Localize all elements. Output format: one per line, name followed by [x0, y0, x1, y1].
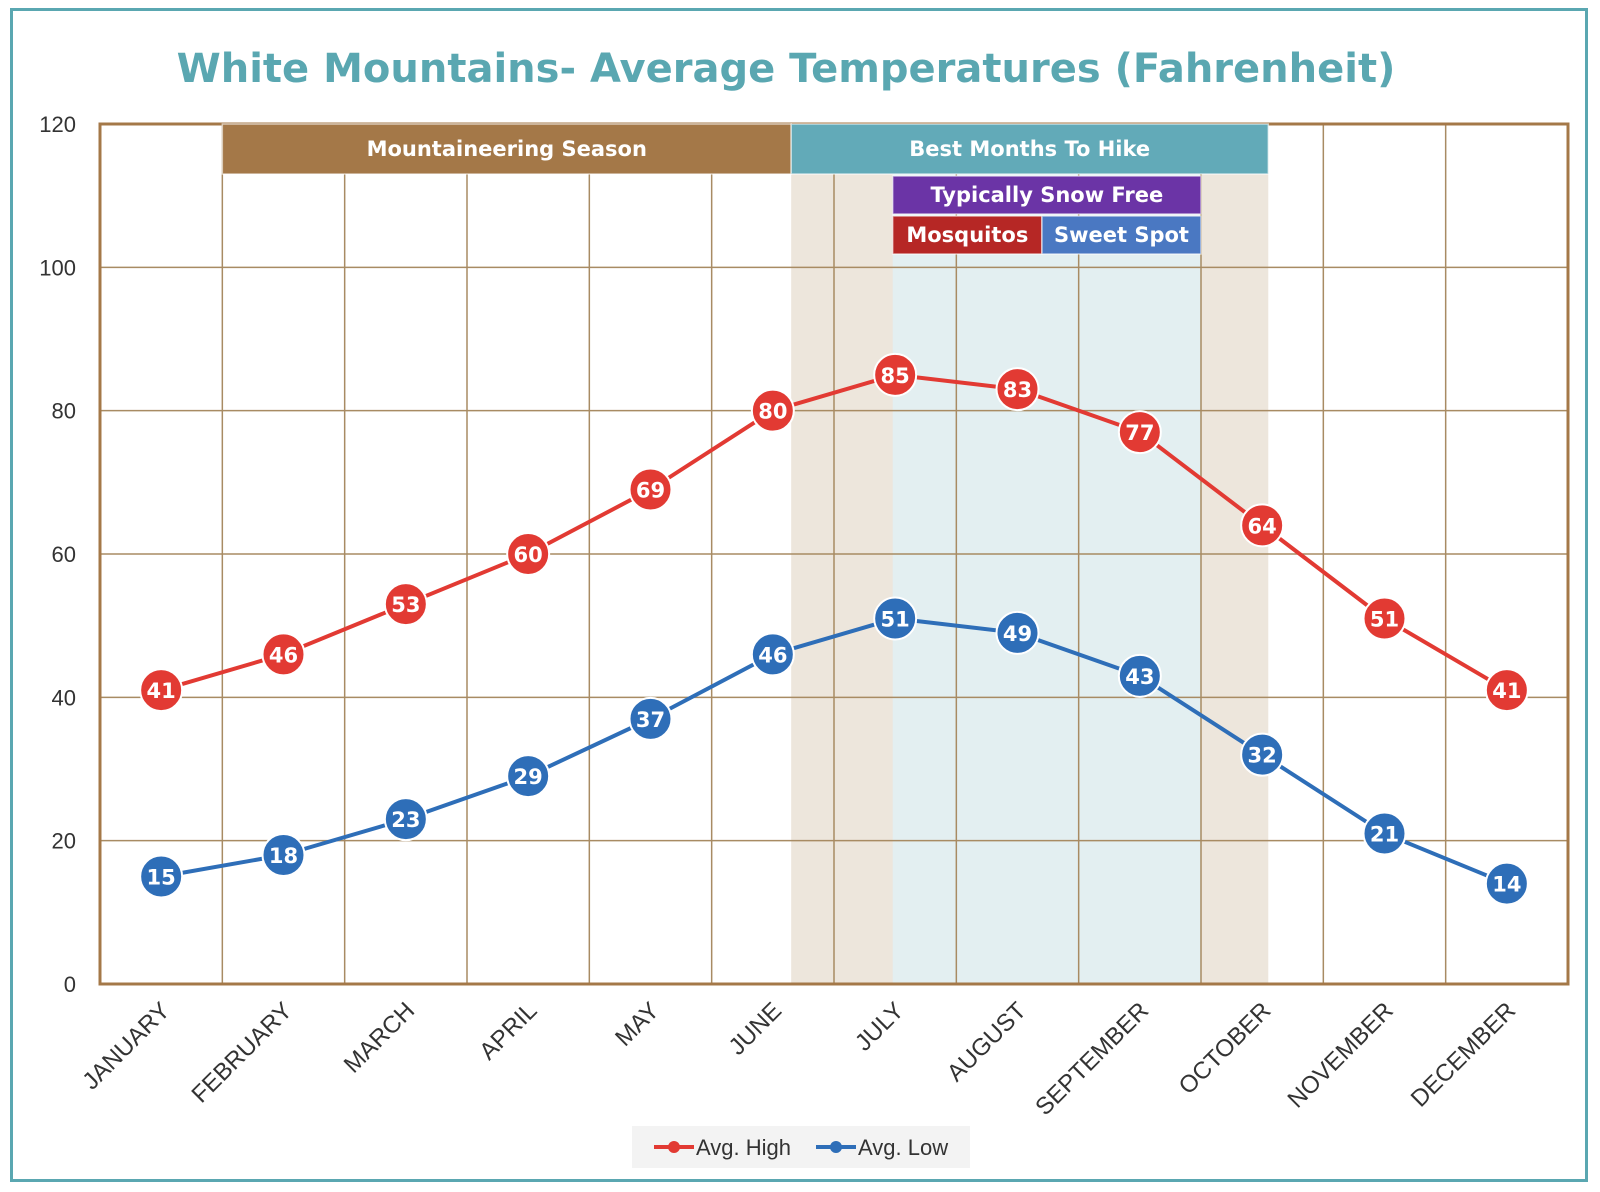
band-3 [891, 215, 1043, 255]
y-axis-ticks: 0 20 40 60 80 100 120 [39, 112, 76, 997]
band-label: Mosquitos [906, 223, 1028, 247]
series-1: 15 18 23 29 37 46 51 49 43 32 21 14 [139, 596, 1529, 906]
x-tick-label: MARCH [339, 997, 420, 1078]
x-tick-label: NOVEMBER [1283, 997, 1399, 1113]
data-label: 21 [1370, 823, 1399, 847]
x-tick-label: APRIL [474, 997, 542, 1065]
y-tick-label: 120 [39, 112, 76, 137]
band-4 [1041, 215, 1202, 255]
data-point [628, 696, 673, 741]
data-point [506, 754, 551, 799]
y-tick-label: 60 [52, 542, 76, 567]
data-label: 46 [269, 643, 298, 667]
data-label: 80 [758, 400, 787, 424]
data-label: 83 [1003, 378, 1032, 402]
y-tick-label: 80 [52, 399, 76, 424]
band-2 [891, 175, 1202, 215]
data-point [506, 532, 551, 576]
series: 41 46 53 60 69 80 85 83 77 64 51 41 15 18 23 29 37 46 51 49… [139, 352, 1529, 906]
data-point [139, 668, 184, 713]
legend-marker [668, 1141, 680, 1153]
data-label: 77 [1125, 421, 1154, 445]
x-tick-label: SEPTEMBER [1030, 997, 1154, 1121]
band-label: Sweet Spot [1054, 223, 1189, 247]
data-point [1240, 503, 1285, 548]
data-label: 60 [514, 543, 543, 567]
data-label: 23 [391, 808, 420, 832]
legend: Avg. High Avg. Low [632, 1126, 970, 1168]
x-tick-label: JANUARY [77, 997, 175, 1095]
data-point [261, 833, 306, 877]
band-label: Typically Snow Free [930, 183, 1163, 207]
data-point [995, 367, 1040, 412]
data-point [995, 610, 1040, 655]
data-point [873, 596, 918, 641]
data-label: 46 [758, 643, 787, 667]
data-point [1362, 596, 1407, 641]
x-tick-label: MAY [610, 997, 665, 1052]
band-label: Mountaineering Season [367, 137, 647, 161]
data-point [1484, 668, 1529, 713]
y-tick-label: 40 [52, 685, 76, 710]
data-point [261, 632, 306, 677]
chart-title: White Mountains- Average Temperatures (F… [177, 46, 1396, 92]
y-tick-label: 100 [39, 255, 76, 280]
x-axis-ticks: JANUARY FEBRUARY MARCH APRIL MAY JUNE JULY AUGU… [77, 997, 1521, 1121]
data-label: 15 [147, 866, 176, 890]
data-label: 41 [147, 679, 176, 703]
data-label: 37 [636, 708, 665, 732]
data-point [1484, 861, 1529, 906]
legend-marker [830, 1141, 842, 1153]
data-label: 49 [1003, 622, 1032, 646]
x-tick-label: JUNE [724, 997, 787, 1060]
data-point [1117, 410, 1162, 455]
y-tick-label: 20 [52, 829, 76, 854]
x-tick-label: FEBRUARY [187, 997, 298, 1108]
data-point [1117, 653, 1162, 698]
data-label: 51 [881, 608, 910, 632]
data-label: 69 [636, 479, 665, 503]
series-line [160, 372, 1508, 693]
series-0: 41 46 53 60 69 80 85 83 77 64 51 41 [139, 352, 1529, 713]
band-1 [790, 123, 1270, 175]
legend-label: Avg. High [696, 1135, 791, 1160]
x-tick-label: OCTOBER [1174, 997, 1277, 1100]
data-point [1362, 811, 1407, 856]
x-tick-label: AUGUST [942, 997, 1032, 1087]
data-point [383, 582, 428, 627]
data-point [750, 388, 795, 433]
data-point [1240, 732, 1285, 777]
data-point [873, 352, 918, 397]
grid [98, 122, 1570, 986]
data-label: 85 [881, 364, 910, 388]
data-label: 29 [514, 765, 543, 789]
x-tick-label: JULY [850, 997, 909, 1056]
season-bands: Mountaineering Season Best Months To Hike… [221, 123, 1270, 255]
data-label: 41 [1492, 679, 1521, 703]
y-tick-label: 0 [64, 972, 76, 997]
data-label: 51 [1370, 608, 1399, 632]
data-point [383, 797, 428, 842]
data-label: 32 [1248, 744, 1277, 768]
data-label: 53 [391, 593, 420, 617]
band-0 [221, 123, 792, 175]
data-point [750, 632, 795, 677]
data-label: 18 [269, 844, 298, 868]
data-label: 64 [1248, 514, 1277, 538]
band-label: Best Months To Hike [909, 137, 1150, 161]
x-tick-label: DECEMBER [1406, 997, 1521, 1112]
data-label: 43 [1125, 665, 1154, 689]
data-label: 14 [1492, 873, 1521, 897]
data-point [139, 854, 184, 899]
legend-label: Avg. Low [858, 1135, 948, 1160]
data-point [628, 467, 673, 512]
